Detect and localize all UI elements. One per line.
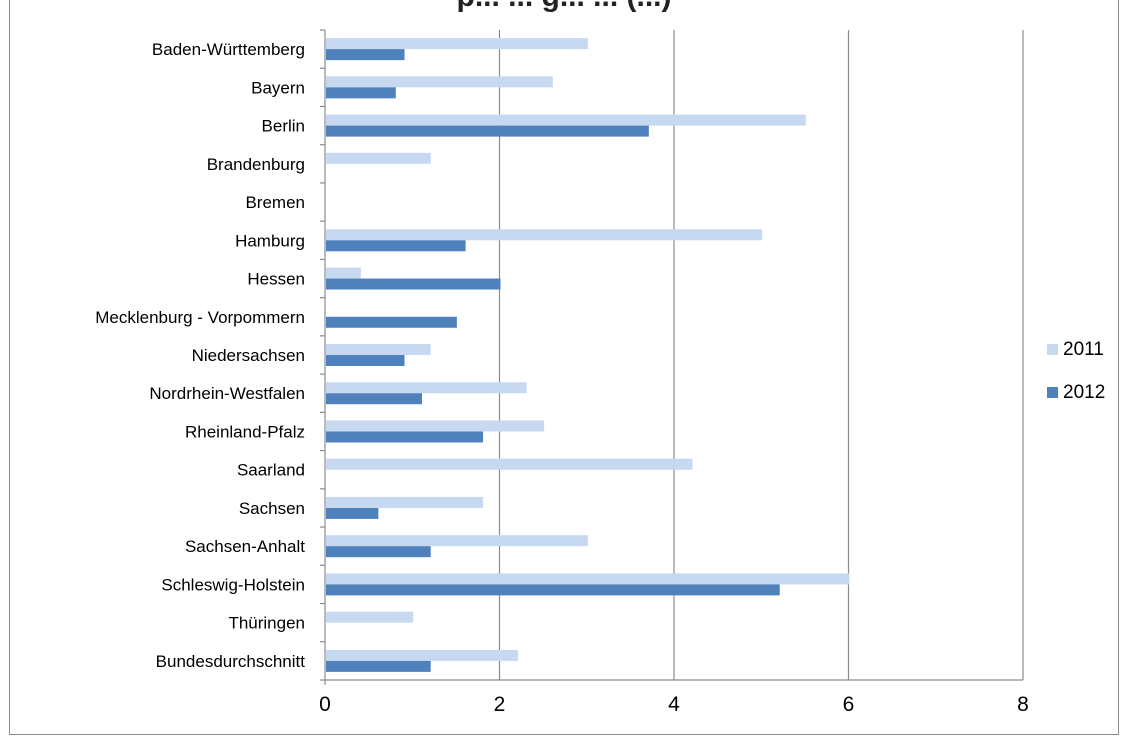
- category-label: Bayern: [251, 78, 305, 97]
- bar-2012-12: [326, 507, 379, 519]
- category-label: Nordrhein-Westfalen: [149, 384, 305, 403]
- x-tick-label: 8: [1017, 693, 1029, 716]
- category-label: Berlin: [262, 117, 305, 136]
- bar-2011-3: [326, 152, 431, 164]
- category-label: Niedersachsen: [192, 346, 305, 365]
- bar-2011-6: [326, 267, 361, 279]
- category-label: Thüringen: [228, 614, 305, 633]
- category-label: Sachsen: [239, 499, 305, 518]
- category-label: Hessen: [247, 270, 305, 289]
- category-label: Sachsen-Anhalt: [185, 537, 305, 556]
- bar-2011-16: [326, 649, 518, 661]
- bar-2011-13: [326, 535, 588, 547]
- bar-2012-16: [326, 660, 431, 672]
- category-label: Brandenburg: [207, 155, 305, 174]
- category-label: Rheinland-Pfalz: [185, 422, 305, 441]
- bar-2011-12: [326, 496, 484, 508]
- category-label: Bundesdurchschnitt: [156, 652, 306, 671]
- bar-2011-15: [326, 611, 414, 623]
- bar-2011-2: [326, 114, 806, 126]
- bar-2012-8: [326, 355, 405, 366]
- category-label: Baden-Württemberg: [152, 40, 305, 59]
- bar-2011-9: [326, 382, 527, 394]
- x-tick-label: 2: [494, 693, 506, 716]
- category-label: Mecklenburg - Vorpommern: [95, 308, 305, 327]
- legend-label-2011: 2011: [1063, 339, 1104, 360]
- bar-2011-14: [326, 573, 850, 585]
- bar-2012-7: [326, 316, 457, 328]
- legend-label-2012: 2012: [1063, 382, 1105, 403]
- category-label: Saarland: [237, 461, 305, 480]
- bar-2012-2: [326, 125, 649, 137]
- bar-2011-1: [326, 76, 553, 88]
- bar-2011-0: [326, 38, 588, 50]
- bar-2012-13: [326, 546, 431, 558]
- bar-2011-11: [326, 458, 693, 470]
- bar-2012-1: [326, 87, 396, 99]
- category-label: Bremen: [245, 193, 305, 212]
- legend-swatch-2012: [1047, 387, 1058, 398]
- x-tick-label: 4: [668, 693, 680, 716]
- bar-2011-8: [326, 344, 431, 355]
- bar-2011-5: [326, 229, 763, 241]
- category-label: Hamburg: [235, 231, 305, 250]
- bar-2012-0: [326, 49, 405, 61]
- legend-swatch-2011: [1047, 344, 1058, 355]
- chart-title: p... ... g... ... (...): [0, 0, 1128, 14]
- bar-2012-9: [326, 393, 422, 405]
- bar-2012-10: [326, 431, 484, 443]
- x-tick-label: 6: [843, 693, 855, 716]
- bar-2012-6: [326, 278, 501, 290]
- x-tick-label: 0: [319, 693, 331, 716]
- category-label: Schleswig-Holstein: [161, 575, 305, 594]
- bar-2011-10: [326, 420, 545, 432]
- bar-2012-14: [326, 584, 780, 596]
- bar-2012-5: [326, 240, 466, 252]
